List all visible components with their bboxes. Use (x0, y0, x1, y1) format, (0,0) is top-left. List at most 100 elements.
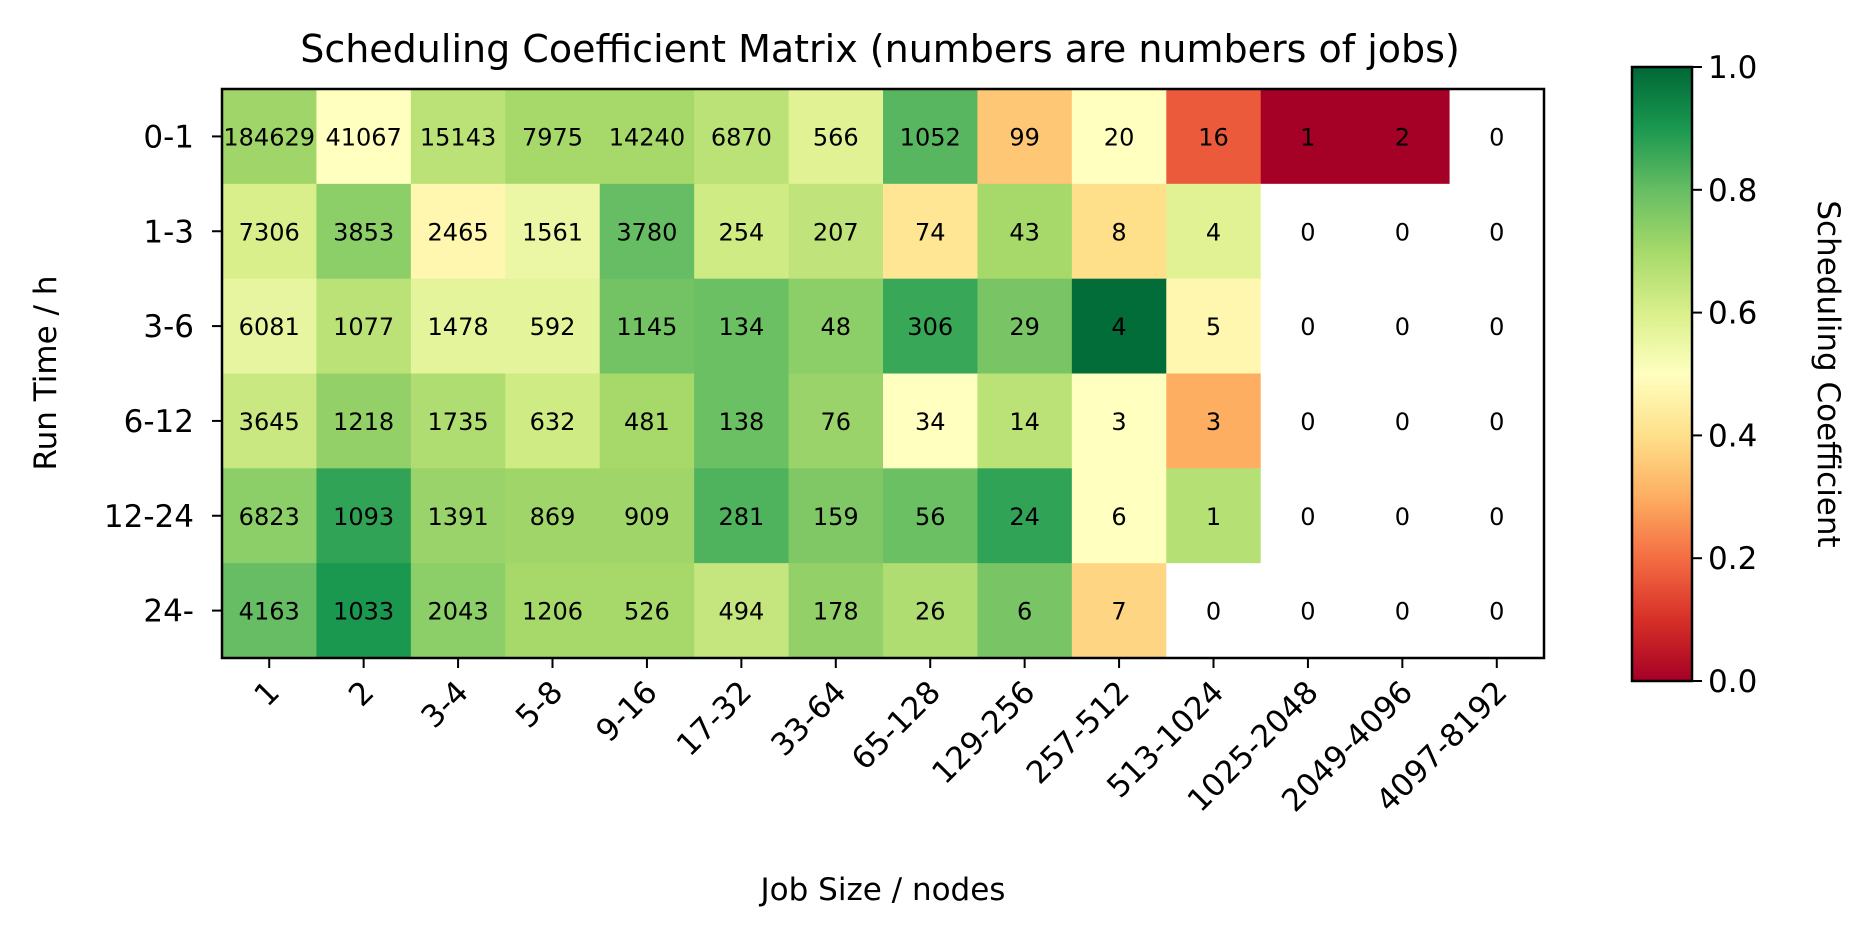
heatmap-cell (1355, 278, 1451, 375)
cell-count-label: 0 (1489, 598, 1504, 626)
heatmap-cell (1355, 468, 1451, 564)
heatmap-cell (1449, 563, 1545, 659)
heatmap-cell (1071, 468, 1167, 564)
cell-count-label: 592 (530, 313, 576, 341)
chart-title: Scheduling Coefficient Matrix (numbers a… (300, 27, 1460, 71)
cell-count-label: 306 (907, 313, 953, 341)
heatmap-cell (1355, 373, 1451, 469)
cell-count-label: 494 (718, 598, 764, 626)
heatmap-cell (505, 468, 601, 564)
heatmap-cell (316, 278, 412, 375)
heatmap-cell (599, 89, 695, 185)
heatmap-cell (1449, 468, 1545, 564)
heatmap-cell (505, 89, 601, 185)
cell-count-label: 566 (813, 123, 859, 151)
heatmap-cell (1166, 183, 1262, 280)
cell-count-label: 7306 (239, 218, 300, 246)
heatmap-cell (694, 373, 790, 469)
heatmap-cell (694, 89, 790, 185)
colorbar-tick-label: 0.6 (1708, 296, 1757, 332)
heatmap-cell (977, 563, 1073, 659)
heatmap-cell (222, 89, 318, 185)
cell-count-label: 4163 (239, 598, 300, 626)
cell-count-label: 74 (915, 218, 946, 246)
cell-count-label: 0 (1300, 313, 1315, 341)
cell-count-label: 5 (1206, 313, 1221, 341)
cell-count-label: 526 (624, 598, 670, 626)
colorbar-tick-label: 0.2 (1708, 541, 1757, 577)
cell-count-label: 26 (915, 598, 946, 626)
cell-count-label: 1052 (900, 123, 961, 151)
cell-count-label: 8 (1111, 218, 1126, 246)
cell-count-label: 14 (1009, 408, 1040, 436)
cell-count-label: 15143 (420, 123, 496, 151)
cell-count-label: 254 (718, 218, 764, 246)
cell-count-label: 1093 (333, 503, 394, 531)
cell-count-label: 0 (1489, 123, 1504, 151)
cell-count-label: 41067 (325, 123, 401, 151)
heatmap-cell (977, 373, 1073, 469)
cell-count-label: 76 (821, 408, 852, 436)
cell-count-label: 1 (1206, 503, 1221, 531)
heatmap-cell (505, 278, 601, 375)
cell-count-label: 24 (1009, 503, 1040, 531)
x-axis-label: Job Size / nodes (759, 872, 1006, 908)
heatmap-cell-labels: 184629 41067 15143 7975 14240 6870 566 1052 99 20… (223, 123, 1504, 625)
cell-count-label: 1735 (428, 408, 489, 436)
heatmap-cell (1166, 278, 1262, 375)
cell-count-label: 207 (813, 218, 859, 246)
heatmap-cell (977, 278, 1073, 375)
y-tick-label: 24- (143, 594, 194, 630)
colorbar-tick-label: 0.8 (1708, 173, 1757, 209)
cell-count-label: 138 (718, 408, 764, 436)
heatmap-cell (1355, 183, 1451, 280)
heatmap-cell (222, 373, 318, 469)
cell-count-label: 3645 (239, 408, 300, 436)
cell-count-label: 481 (624, 408, 670, 436)
heatmap-cell (599, 183, 695, 280)
heatmap-cell (1260, 183, 1356, 280)
y-tick-label: 12-24 (104, 499, 194, 535)
cell-count-label: 134 (718, 313, 764, 341)
heatmap-cell (599, 468, 695, 564)
cell-count-label: 178 (813, 598, 859, 626)
cell-count-label: 16 (1198, 123, 1229, 151)
heatmap-cell (788, 183, 884, 280)
cell-count-label: 43 (1009, 218, 1040, 246)
heatmap-cell (1166, 563, 1262, 659)
heatmap-cell (505, 563, 601, 659)
cell-count-label: 0 (1489, 313, 1504, 341)
heatmap-cell (788, 373, 884, 469)
heatmap-cell (1260, 89, 1356, 185)
heatmap-cell (505, 373, 601, 469)
cell-count-label: 0 (1489, 408, 1504, 436)
heatmap-cell (599, 278, 695, 375)
colorbar (1630, 65, 1694, 683)
heatmap-cell (977, 468, 1073, 564)
cell-count-label: 20 (1104, 123, 1135, 151)
cell-count-label: 3853 (333, 218, 394, 246)
y-axis-ticks: 0-1 1-3 3-6 6-12 12-24 24- (104, 119, 222, 630)
heatmap-cell (788, 563, 884, 659)
cell-count-label: 1145 (616, 313, 677, 341)
cell-count-label: 0 (1395, 313, 1410, 341)
heatmap-cell (1166, 89, 1262, 185)
heatmap-cell (1260, 373, 1356, 469)
cell-count-label: 0 (1300, 503, 1315, 531)
cell-count-label: 0 (1489, 218, 1504, 246)
y-tick-label: 3-6 (143, 309, 194, 345)
heatmap-cell (694, 278, 790, 375)
heatmap-cell (410, 563, 506, 659)
cell-count-label: 2043 (428, 598, 489, 626)
heatmap-cell (694, 468, 790, 564)
colorbar-tick-label: 0.4 (1708, 418, 1757, 454)
heatmap-cell (1071, 183, 1167, 280)
cell-count-label: 0 (1395, 408, 1410, 436)
heatmap-cell (410, 183, 506, 280)
heatmap-cell (599, 373, 695, 469)
heatmap-cell (1449, 183, 1545, 280)
cell-count-label: 0 (1395, 218, 1410, 246)
cell-count-label: 1218 (333, 408, 394, 436)
heatmap-cell (1260, 563, 1356, 659)
